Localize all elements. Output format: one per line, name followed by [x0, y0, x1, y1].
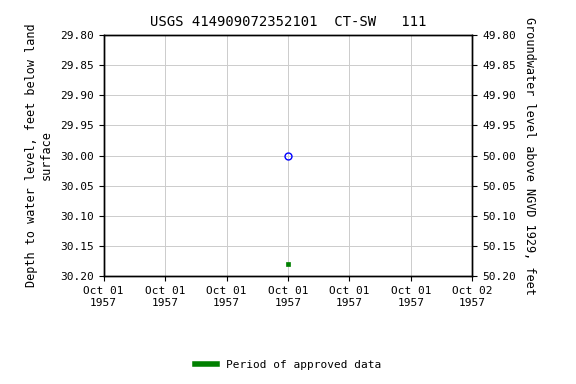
Y-axis label: Depth to water level, feet below land
surface: Depth to water level, feet below land su…: [25, 24, 53, 287]
Y-axis label: Groundwater level above NGVD 1929, feet: Groundwater level above NGVD 1929, feet: [523, 17, 536, 295]
Title: USGS 414909072352101  CT-SW   111: USGS 414909072352101 CT-SW 111: [150, 15, 426, 29]
Legend: Period of approved data: Period of approved data: [191, 356, 385, 375]
